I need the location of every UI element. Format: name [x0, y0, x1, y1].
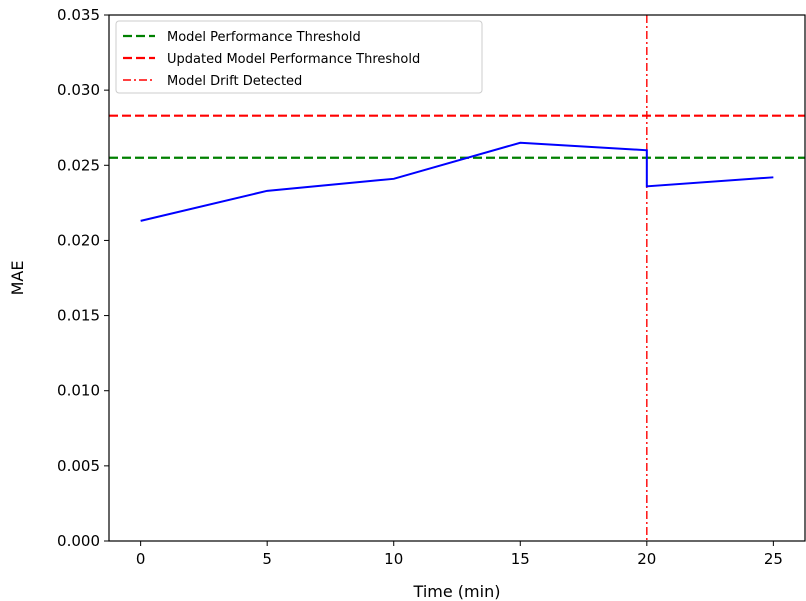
y-tick-label-0: 0.000	[57, 532, 100, 550]
x-axis: 0 5 10 15 20 25	[136, 541, 783, 568]
chart-marks	[109, 15, 805, 541]
legend-box	[115, 20, 483, 94]
plot-frame	[108, 14, 806, 542]
x-tick-label-4: 20	[637, 550, 656, 568]
y-tick-label-6: 0.030	[57, 81, 100, 99]
y-axis: 0.000 0.005 0.010 0.015 0.020 0.025 0.030 0.035	[57, 6, 109, 550]
x-tick-label-5: 25	[764, 550, 783, 568]
x-tick-label-3: 15	[511, 550, 530, 568]
y-tick-label-4: 0.020	[57, 231, 100, 249]
x-axis-label: Time (min)	[413, 582, 501, 601]
y-tick-label-1: 0.005	[57, 457, 100, 475]
x-tick-label-0: 0	[136, 550, 146, 568]
x-tick-label-1: 5	[262, 550, 272, 568]
legend-label-2: Updated Model Performance Threshold	[167, 52, 420, 67]
y-axis-label: MAE	[8, 261, 27, 296]
x-tick-label-2: 10	[384, 550, 403, 568]
y-tick-label-2: 0.010	[57, 382, 100, 400]
y-tick-label-7: 0.035	[57, 6, 100, 24]
y-tick-label-3: 0.015	[57, 307, 100, 325]
y-tick-label-5: 0.025	[57, 156, 100, 174]
legend: Model Performance Threshold Updated Model…	[115, 20, 483, 94]
legend-label-3: Model Drift Detected	[167, 74, 302, 89]
mae-series-line-1	[140, 141, 774, 222]
legend-label-1: Model Performance Threshold	[167, 30, 361, 45]
